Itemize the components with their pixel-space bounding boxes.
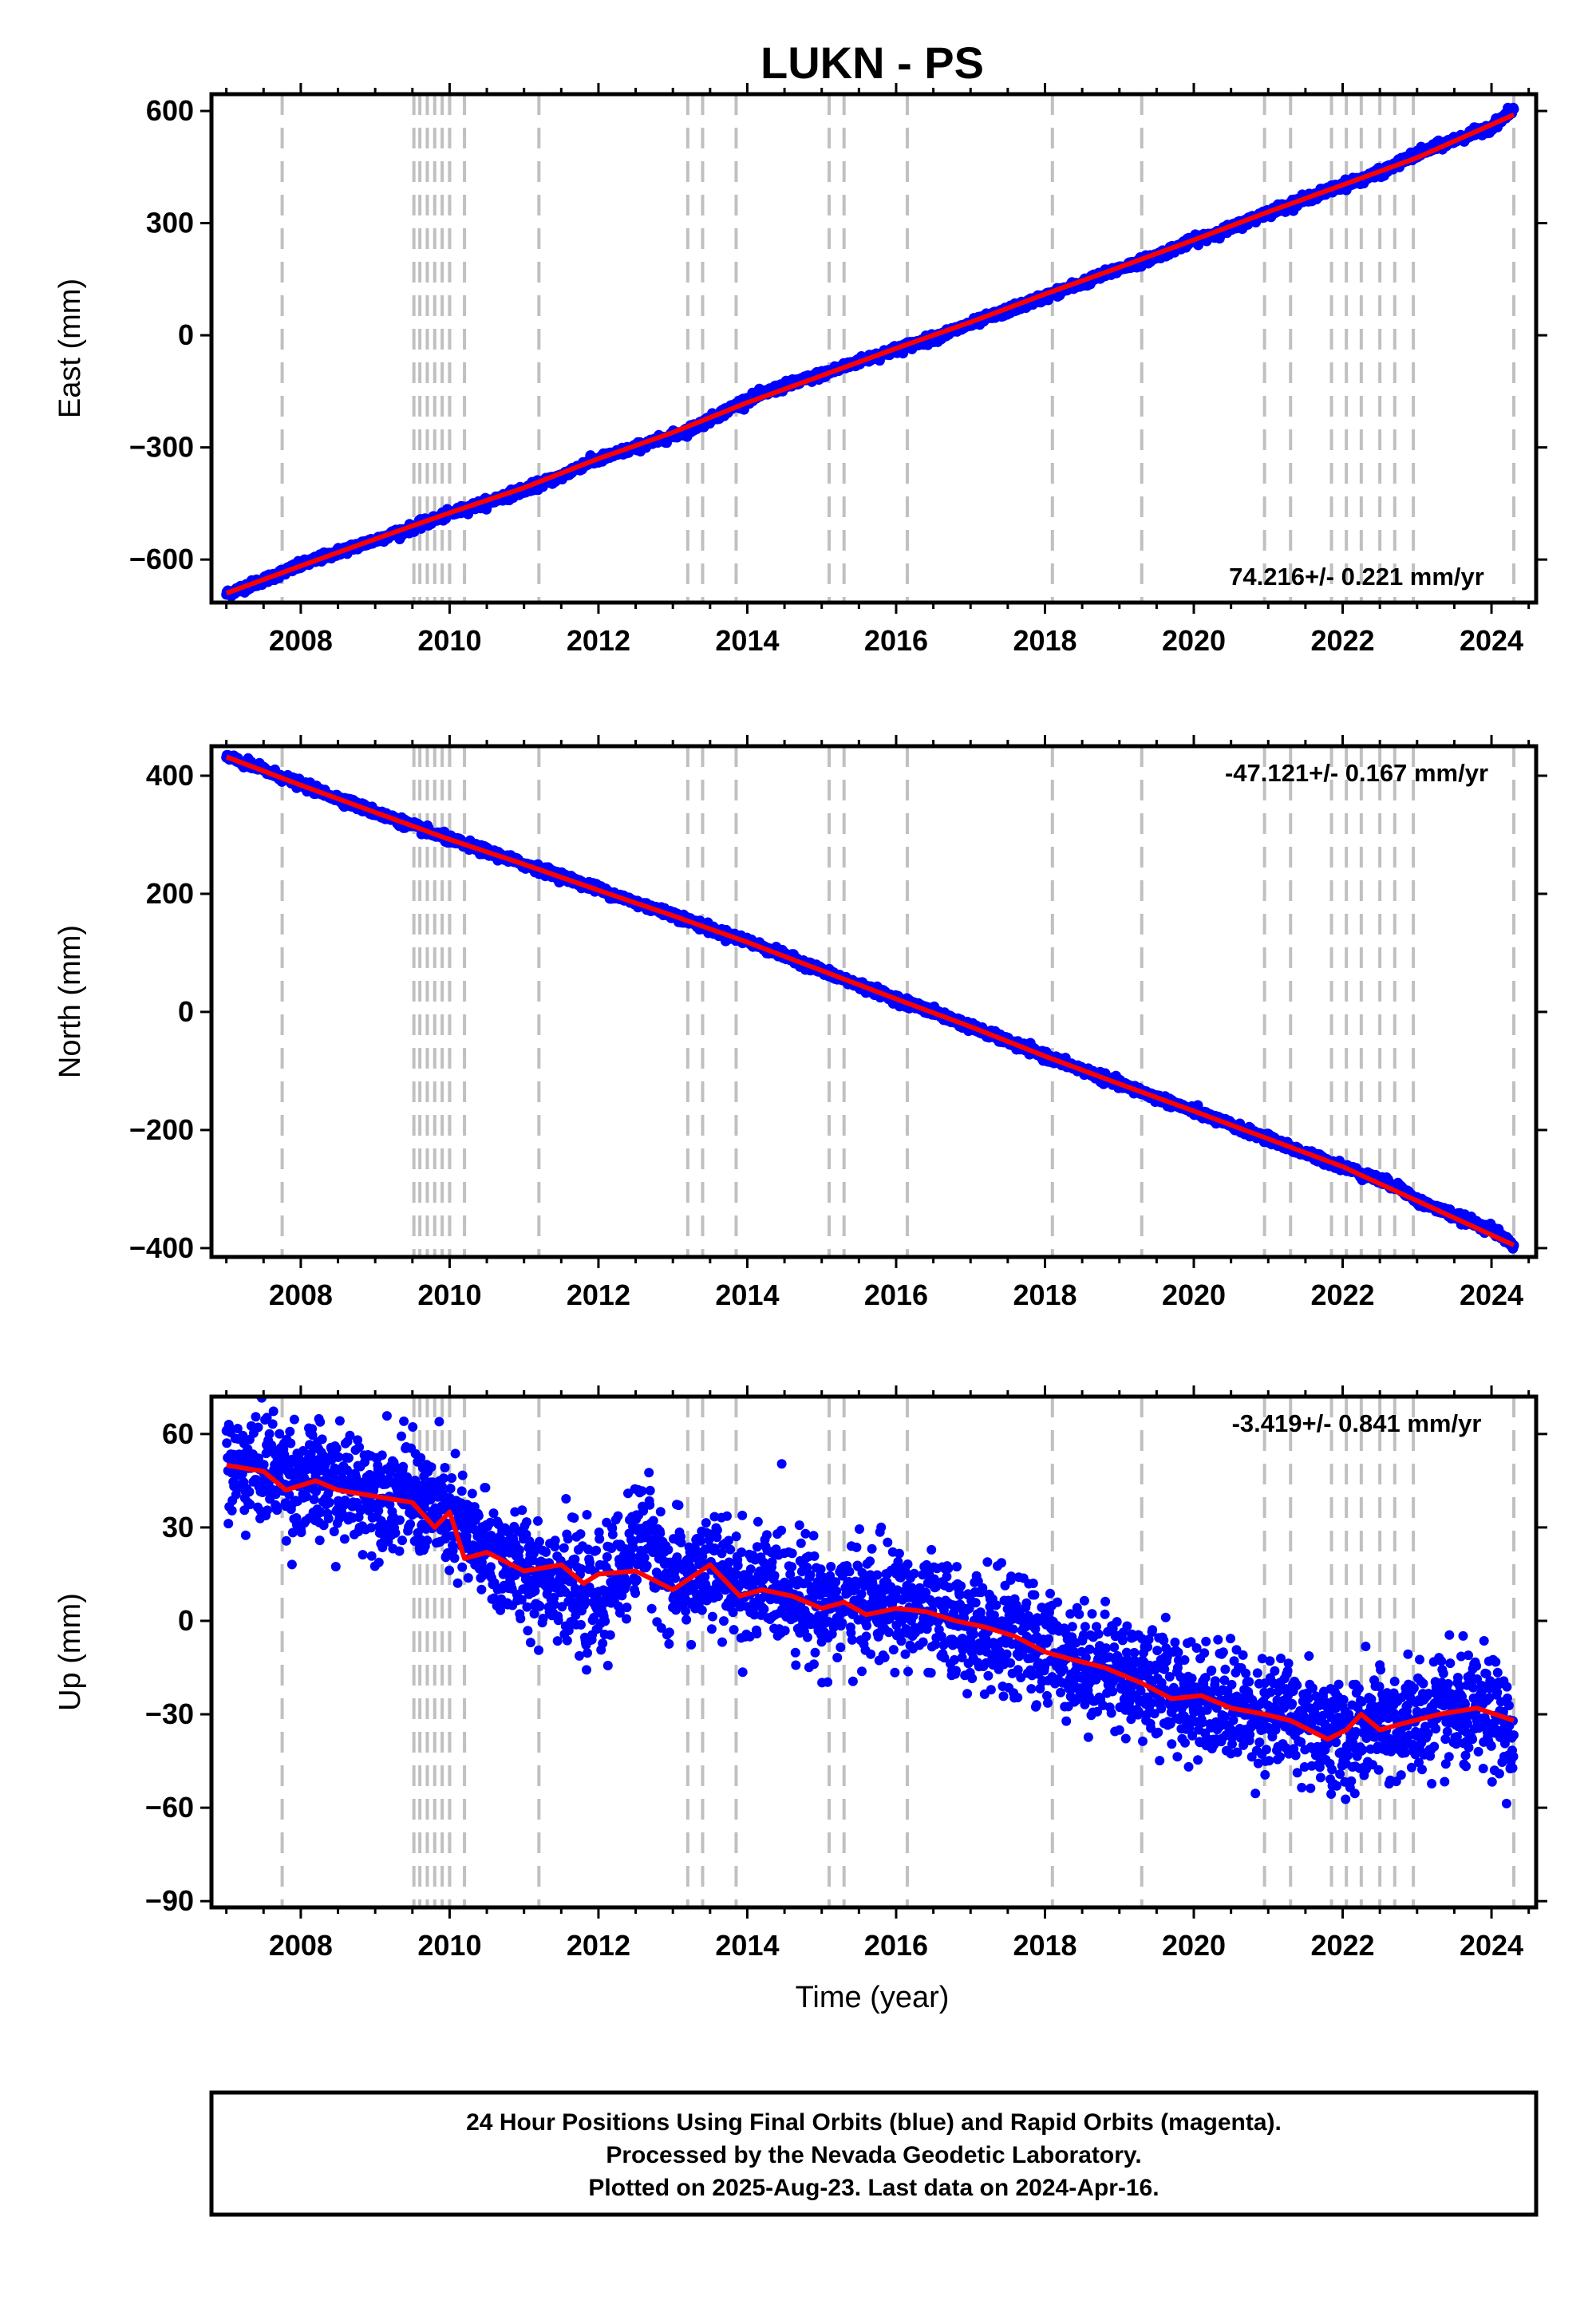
model-line [225, 113, 1515, 596]
offset-lines [280, 746, 1516, 1257]
x-tick-label: 2020 [1162, 624, 1226, 657]
y-axis: −600 −300 0 300 600 [129, 94, 1547, 575]
x-tick-label: 2014 [715, 624, 779, 657]
x-tick-label: 2024 [1460, 624, 1523, 657]
x-tick-label: 2022 [1310, 624, 1374, 657]
x-tick-label: 2010 [417, 624, 481, 657]
chart-title: LUKN - PS [760, 38, 984, 88]
y-tick-label: 600 [146, 94, 194, 127]
y-tick-label: 300 [146, 207, 194, 239]
x-tick-label: 2018 [1013, 624, 1077, 657]
panel-east: 2008 2010 2012 2014 2016 2018 2020 2022 2024 −600… [53, 83, 1547, 657]
x-tick-label: 2016 [864, 624, 928, 657]
plot-frame [209, 92, 1539, 605]
x-tick-label: 2008 [269, 624, 333, 657]
y-tick-label: 0 [178, 318, 194, 351]
panel-north: 2008 2010 2012 2014 2016 2018 2020 2022 2024−400… [53, 735, 1547, 1311]
data-point [1508, 104, 1519, 115]
x-axis: 2008 2010 2012 2014 2016 2018 2020 2022 2024 [225, 83, 1531, 657]
rate-label: 74.216+/- 0.221 mm/yr [1229, 563, 1484, 591]
y-axis-label: East (mm) [53, 279, 87, 418]
y-tick-label: −300 [129, 431, 194, 464]
y-tick-label: −600 [129, 543, 194, 575]
x-tick-label: 2012 [567, 624, 630, 657]
